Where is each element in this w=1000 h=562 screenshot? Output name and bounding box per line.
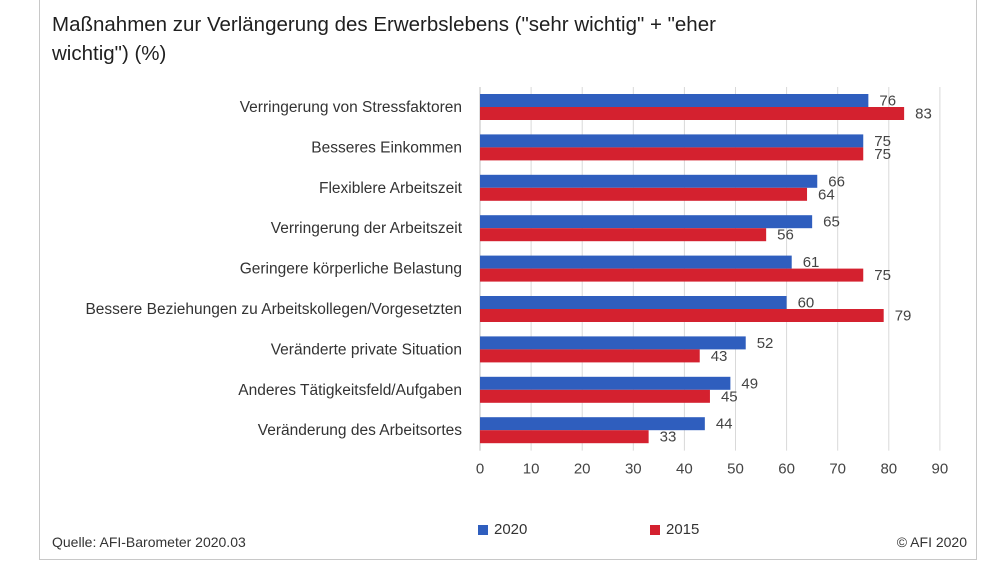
data-label-2020: 49 — [741, 375, 758, 392]
data-label-2020: 60 — [798, 295, 815, 312]
legend-label-2020: 2020 — [494, 521, 528, 538]
data-label-2015: 64 — [818, 186, 835, 203]
bar-2015 — [480, 309, 884, 322]
legend-item-2020: 2020 — [478, 521, 527, 538]
chart-title: Maßnahmen zur Verlängerung des Erwerbsle… — [52, 13, 716, 65]
x-tick-label: 50 — [727, 461, 744, 478]
category-label: Geringere körperliche Belastung — [240, 261, 462, 278]
x-tick-label: 20 — [574, 461, 591, 478]
x-tick-label: 90 — [932, 461, 949, 478]
data-label-2020: 52 — [757, 335, 774, 352]
bar-2015 — [480, 228, 767, 242]
x-tick-labels: 0 10 20 30 40 50 60 70 80 90 — [476, 461, 948, 478]
bar-2015 — [480, 107, 905, 120]
x-tick-label: 80 — [880, 461, 897, 478]
data-label-2015: 75 — [874, 267, 891, 284]
x-tick-label: 60 — [778, 461, 795, 478]
x-tick-label: 70 — [829, 461, 846, 478]
source-note: Quelle: AFI-Barometer 2020.03 — [52, 534, 246, 550]
category-label: Besseres Einkommen — [311, 139, 462, 156]
data-label-2020: 65 — [823, 214, 840, 231]
copyright-note: © AFI 2020 — [896, 534, 967, 550]
bar-2020 — [480, 94, 869, 107]
category-label: Verringerung der Arbeitszeit — [271, 220, 463, 237]
bar-2015 — [480, 187, 808, 201]
data-label-2015: 75 — [874, 146, 891, 163]
bar-2015 — [480, 147, 864, 161]
bar-2015 — [480, 268, 864, 282]
bar-2020 — [480, 296, 787, 309]
legend-item-2015: 2015 — [650, 521, 699, 538]
data-label-2020: 66 — [828, 173, 845, 190]
data-label-2020: 44 — [716, 416, 733, 433]
data-label-2020: 61 — [803, 254, 820, 271]
x-tick-label: 0 — [476, 461, 484, 478]
legend-label-2015: 2015 — [666, 521, 700, 538]
data-label-2020: 75 — [874, 133, 891, 150]
x-tick-label: 30 — [625, 461, 642, 478]
bar-2015 — [480, 389, 710, 403]
category-label: Bessere Beziehungen zu Arbeitskollegen/V… — [85, 301, 462, 318]
data-label-2015: 43 — [711, 348, 728, 365]
legend-swatch-2020 — [478, 524, 488, 535]
chart-frame — [39, 0, 977, 560]
bar-2020 — [480, 376, 731, 390]
category-label: Verringerung von Stressfaktoren — [240, 99, 462, 116]
category-label: Anderes Tätigkeitsfeld/Aufgaben — [238, 382, 462, 399]
data-label-2015: 56 — [777, 227, 794, 244]
category-label: Flexiblere Arbeitszeit — [319, 180, 463, 197]
data-label-2015: 79 — [895, 308, 912, 325]
bar-2020 — [480, 336, 746, 350]
bar-2020 — [480, 174, 818, 188]
data-label-2015: 83 — [915, 106, 932, 123]
bar-2020 — [480, 134, 864, 148]
bars — [480, 94, 905, 444]
bar-2020 — [480, 215, 813, 229]
bar-2015 — [480, 349, 700, 363]
legend-swatch-2015 — [650, 524, 660, 535]
bar-2020 — [480, 417, 705, 431]
category-label: Veränderung des Arbeitsortes — [258, 422, 462, 439]
bar-2015 — [480, 430, 649, 444]
x-tick-label: 40 — [676, 461, 693, 478]
category-label: Veränderte private Situation — [271, 341, 462, 358]
x-tick-label: 10 — [523, 461, 540, 478]
bar-2020 — [480, 255, 792, 269]
data-label-2015: 45 — [721, 388, 738, 405]
data-label-2020: 76 — [879, 93, 896, 110]
data-label-2015: 33 — [660, 429, 677, 446]
category-labels: Verringerung von Stressfaktoren Besseres … — [85, 99, 462, 439]
